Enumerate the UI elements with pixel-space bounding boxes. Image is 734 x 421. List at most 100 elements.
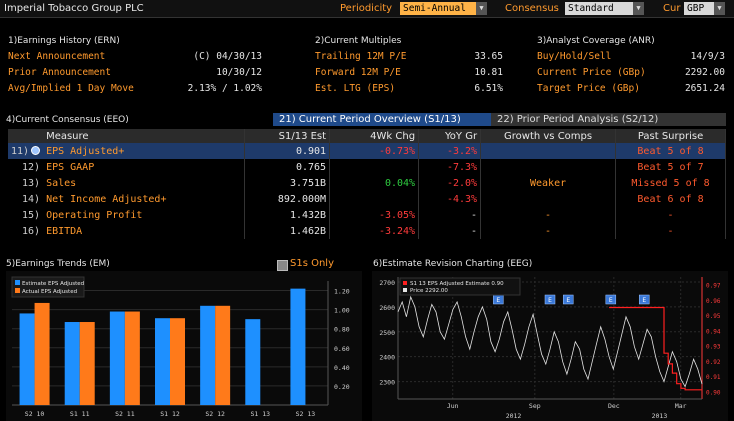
x-tick-label: S1 11: [70, 410, 90, 418]
y-left-tick-label: 2600: [379, 304, 395, 312]
kv-value: 10.81: [474, 67, 503, 78]
measure-cell[interactable]: Net Income Adjusted+: [43, 191, 246, 207]
earnings-trends-title[interactable]: 5)Earnings Trends (EM): [6, 259, 110, 269]
y-left-tick-label: 2700: [379, 279, 395, 287]
top-bar: [0, 0, 734, 18]
yoy-cell: -: [418, 207, 482, 223]
bar-estimate: [64, 322, 80, 405]
analyst-coverage-panel: Buy/Hold/Sell 14/9/3 Current Price (GBp) 2…: [537, 51, 725, 99]
yoy-cell: -7.3%: [418, 159, 482, 175]
tab-current-period[interactable]: 21) Current Period Overview (S1/13): [273, 113, 491, 126]
col-header-4wk-chg[interactable]: 4Wk Chg: [329, 129, 420, 143]
y-tick-label: 0.40: [334, 364, 350, 372]
estimate-revision-title[interactable]: 6)Estimate Revision Charting (EEG): [373, 259, 533, 269]
surprise-cell: Beat 5 of 8: [615, 143, 726, 159]
row-number-label: 16): [22, 225, 41, 237]
measure-cell[interactable]: Sales: [43, 175, 246, 191]
x-tick-label: S2 12: [205, 410, 225, 418]
x-tick-label: S1 13: [250, 410, 270, 418]
chevron-down-icon[interactable]: ▼: [633, 2, 644, 15]
consensus-dropdown[interactable]: Standard: [565, 2, 633, 15]
bar-actual: [79, 322, 95, 405]
kv-row: Est. LTG (EPS) 6.51%: [315, 83, 503, 99]
yoy-cell: -3.2%: [418, 143, 482, 159]
y-left-tick-label: 2400: [379, 354, 395, 362]
estimate-cell: 1.432B: [244, 207, 331, 223]
table-row[interactable]: 14) Net Income Adjusted+ 892.000M -4.3% Beat…: [8, 191, 726, 207]
table-row[interactable]: 11) EPS Adjusted+ 0.901 -0.73% -3.2% Beat 5 o…: [8, 143, 726, 159]
currency-dropdown[interactable]: GBP: [684, 2, 714, 15]
table-row[interactable]: 15) Operating Profit 1.432B -3.05% - - -: [8, 207, 726, 223]
col-header-measure[interactable]: Measure: [43, 129, 246, 143]
security-title: Imperial Tobacco Group PLC: [4, 3, 144, 14]
earnings-history-title[interactable]: 1)Earnings History (ERN): [8, 36, 120, 46]
col-header-yoy-gr[interactable]: YoY Gr: [418, 129, 482, 143]
event-marker-icon: [638, 294, 650, 305]
row-number: 16): [8, 223, 43, 239]
estimate-cell: 3.751B: [244, 175, 331, 191]
y-left-tick-label: 2300: [379, 379, 395, 387]
y-tick-label: 0.60: [334, 345, 350, 353]
y-left-tick-label: 2500: [379, 329, 395, 337]
measure-cell[interactable]: Operating Profit: [43, 207, 246, 223]
event-marker-label: E: [496, 297, 500, 304]
growth-cell: -: [480, 207, 617, 223]
y-right-tick-label: 0.94: [706, 328, 721, 335]
s1s-only-label[interactable]: S1s Only: [290, 258, 335, 269]
x-tick-label: S2 11: [115, 410, 135, 418]
measure-cell[interactable]: EPS Adjusted+: [43, 143, 246, 159]
table-row[interactable]: 12) EPS GAAP 0.765 -7.3% Beat 5 of 7: [8, 159, 726, 175]
bar-actual: [34, 302, 50, 405]
surprise-cell: Missed 5 of 8: [615, 175, 726, 191]
legend-label: Actual EPS Adjusted: [22, 289, 77, 295]
analyst-coverage-title[interactable]: 3)Analyst Coverage (ANR): [537, 36, 655, 46]
table-row[interactable]: 16) EBITDA 1.462B -3.24% - - -: [8, 223, 726, 239]
kv-value: 10/30/12: [216, 67, 262, 78]
kv-row: Target Price (GBp) 2651.24: [537, 83, 725, 99]
current-multiples-title[interactable]: 2)Current Multiples: [315, 36, 402, 46]
x-year-label: 2013: [652, 412, 668, 420]
measure-cell[interactable]: EPS GAAP: [43, 159, 246, 175]
y-tick-label: 1.00: [334, 307, 350, 315]
kv-row: Prior Announcement 10/30/12: [8, 67, 262, 83]
col-header-past-surprise[interactable]: Past Surprise: [615, 129, 726, 143]
col-header-growth-vs-comps[interactable]: Growth vs Comps: [480, 129, 617, 143]
radio-selected-icon[interactable]: [31, 146, 41, 155]
surprise-cell: -: [615, 223, 726, 239]
chg-cell: -3.24%: [329, 223, 420, 239]
event-marker-icon: [562, 294, 574, 305]
chevron-down-icon[interactable]: ▼: [714, 2, 725, 15]
measure-cell[interactable]: EBITDA: [43, 223, 246, 239]
bar-estimate: [290, 288, 306, 405]
kv-value: 2292.00: [684, 67, 725, 78]
kv-label: Target Price (GBp): [537, 83, 640, 94]
chg-cell: 0.04%: [329, 175, 420, 191]
growth-cell: -: [480, 223, 617, 239]
current-consensus-title[interactable]: 4)Current Consensus (EEO): [6, 115, 129, 125]
estimate-cell: 0.765: [244, 159, 331, 175]
num-col-header: [8, 129, 44, 143]
chevron-down-icon[interactable]: ▼: [476, 2, 487, 15]
checkbox-icon[interactable]: [277, 260, 288, 271]
row-number: 15): [8, 207, 43, 223]
kv-row: Trailing 12M P/E 33.65: [315, 51, 503, 67]
chg-cell: -3.05%: [329, 207, 420, 223]
table-header-row: Measure S1/13 Est 4Wk Chg YoY Gr Growth …: [8, 129, 726, 143]
event-marker-icon: [544, 294, 556, 305]
kv-row: Next Announcement (C) 04/30/13: [8, 51, 262, 67]
table-row[interactable]: 13) Sales 3.751B 0.04% -2.0% Weaker Missed 5 o…: [8, 175, 726, 191]
surprise-cell: -: [615, 207, 726, 223]
bar-actual: [215, 305, 231, 405]
consensus-table: Measure S1/13 Est 4Wk Chg YoY Gr Growth …: [8, 129, 726, 239]
col-header-est[interactable]: S1/13 Est: [244, 129, 331, 143]
legend-box: [11, 276, 85, 298]
legend-swatch: [403, 281, 407, 285]
tab-prior-period[interactable]: 22) Prior Period Analysis (S2/12): [491, 113, 726, 126]
chg-cell: [329, 159, 420, 175]
x-tick-label: S2 13: [296, 410, 316, 418]
row-number-label: 11): [11, 145, 30, 157]
bar-actual: [124, 311, 140, 405]
bar-estimate: [109, 311, 125, 405]
kv-value: 2.13% / 1.02%: [187, 83, 262, 94]
periodicity-dropdown[interactable]: Semi-Annual: [400, 2, 476, 15]
